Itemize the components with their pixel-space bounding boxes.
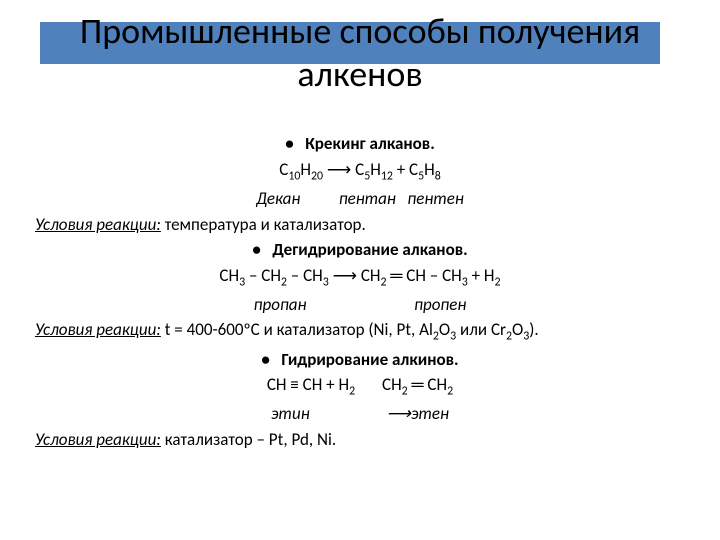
formula-part: CH <box>382 374 402 395</box>
condition-text: t = 400-600ºС и катализатор (Ni, Pt, Al <box>161 319 433 340</box>
compound-name: пропан <box>254 294 307 315</box>
condition-text: O <box>512 319 523 340</box>
condition-label: Условия реакции: <box>35 429 161 450</box>
section3-heading: • Гидрирование алкинов. <box>35 347 685 373</box>
content-area: • Крекинг алканов. C10H20 ⟶ C5H12 + C5H8… <box>0 101 720 452</box>
compound-name: пропен <box>414 294 466 315</box>
compound-name: пентен <box>407 188 463 209</box>
compound-name: Декан <box>256 188 300 209</box>
condition-text: O <box>439 319 450 340</box>
formula-part: C <box>279 159 288 180</box>
names3: этин ⟶этен <box>35 401 685 427</box>
bullet-icon: • <box>252 239 260 260</box>
heading-text: Гидрирование алкинов. <box>281 349 458 370</box>
condition-text: ). <box>529 319 538 340</box>
bullet-icon: • <box>261 349 269 370</box>
section2-heading: • Дегидрирование алканов. <box>35 237 685 263</box>
formula-part: + C <box>393 159 418 180</box>
formula-part: ═ CH – CH <box>387 265 462 286</box>
bullet-icon: • <box>285 133 293 154</box>
condition-text: катализатор – Pt, Pd, Ni. <box>161 429 336 450</box>
formula-part: + H <box>468 265 495 286</box>
subscript: 2 <box>495 275 501 289</box>
formula-part: – CH <box>287 265 323 286</box>
section1-heading: • Крекинг алканов. <box>35 131 685 157</box>
heading-text: Крекинг алканов. <box>305 133 435 154</box>
condition3: Условия реакции: катализатор – Pt, Pd, N… <box>35 427 685 453</box>
condition-label: Условия реакции: <box>35 214 161 235</box>
condition1: Условия реакции: температура и катализат… <box>35 212 685 238</box>
reaction2: CH3 – CH2 – CH3 ⟶ CH2 ═ CH – CH3 + H2 <box>35 263 685 292</box>
page-title: Промышленные способы получения алкенов <box>20 10 700 96</box>
condition2: Условия реакции: t = 400-600ºС и катализ… <box>35 317 685 346</box>
subscript: 2 <box>447 385 453 399</box>
subscript: 2 <box>349 385 355 399</box>
subscript: 20 <box>311 169 323 183</box>
subscript: 8 <box>435 169 441 183</box>
title-section: Промышленные способы получения алкенов <box>0 0 720 101</box>
condition-text: или Cr <box>456 319 506 340</box>
compound-name: пентан <box>339 188 396 209</box>
subscript: 10 <box>288 169 300 183</box>
formula-part: – CH <box>245 265 281 286</box>
formula-part: C <box>355 159 364 180</box>
names1: Декан пентан пентен <box>35 186 685 212</box>
reaction3: CH ≡ CH + H2 CH2 ═ CH2 <box>35 372 685 401</box>
formula-part: CH <box>219 265 239 286</box>
names2: пропан пропен <box>35 292 685 318</box>
heading-text: Дегидрирование алканов. <box>272 239 467 260</box>
condition-label: Условия реакции: <box>35 319 161 340</box>
formula-part: CH <box>361 265 381 286</box>
compound-name: этин <box>271 403 310 424</box>
formula-part: H <box>424 159 435 180</box>
formula-part: H <box>300 159 311 180</box>
compound-name: этен <box>411 403 449 424</box>
subscript: 12 <box>381 169 393 183</box>
reaction1: C10H20 ⟶ C5H12 + C5H8 <box>35 157 685 186</box>
formula-part: ═ CH <box>408 374 447 395</box>
formula-part: H <box>370 159 381 180</box>
subscript: 3 <box>323 275 329 289</box>
formula-part: CH ≡ CH + H <box>267 374 349 395</box>
condition-text: температура и катализатор. <box>161 214 366 235</box>
